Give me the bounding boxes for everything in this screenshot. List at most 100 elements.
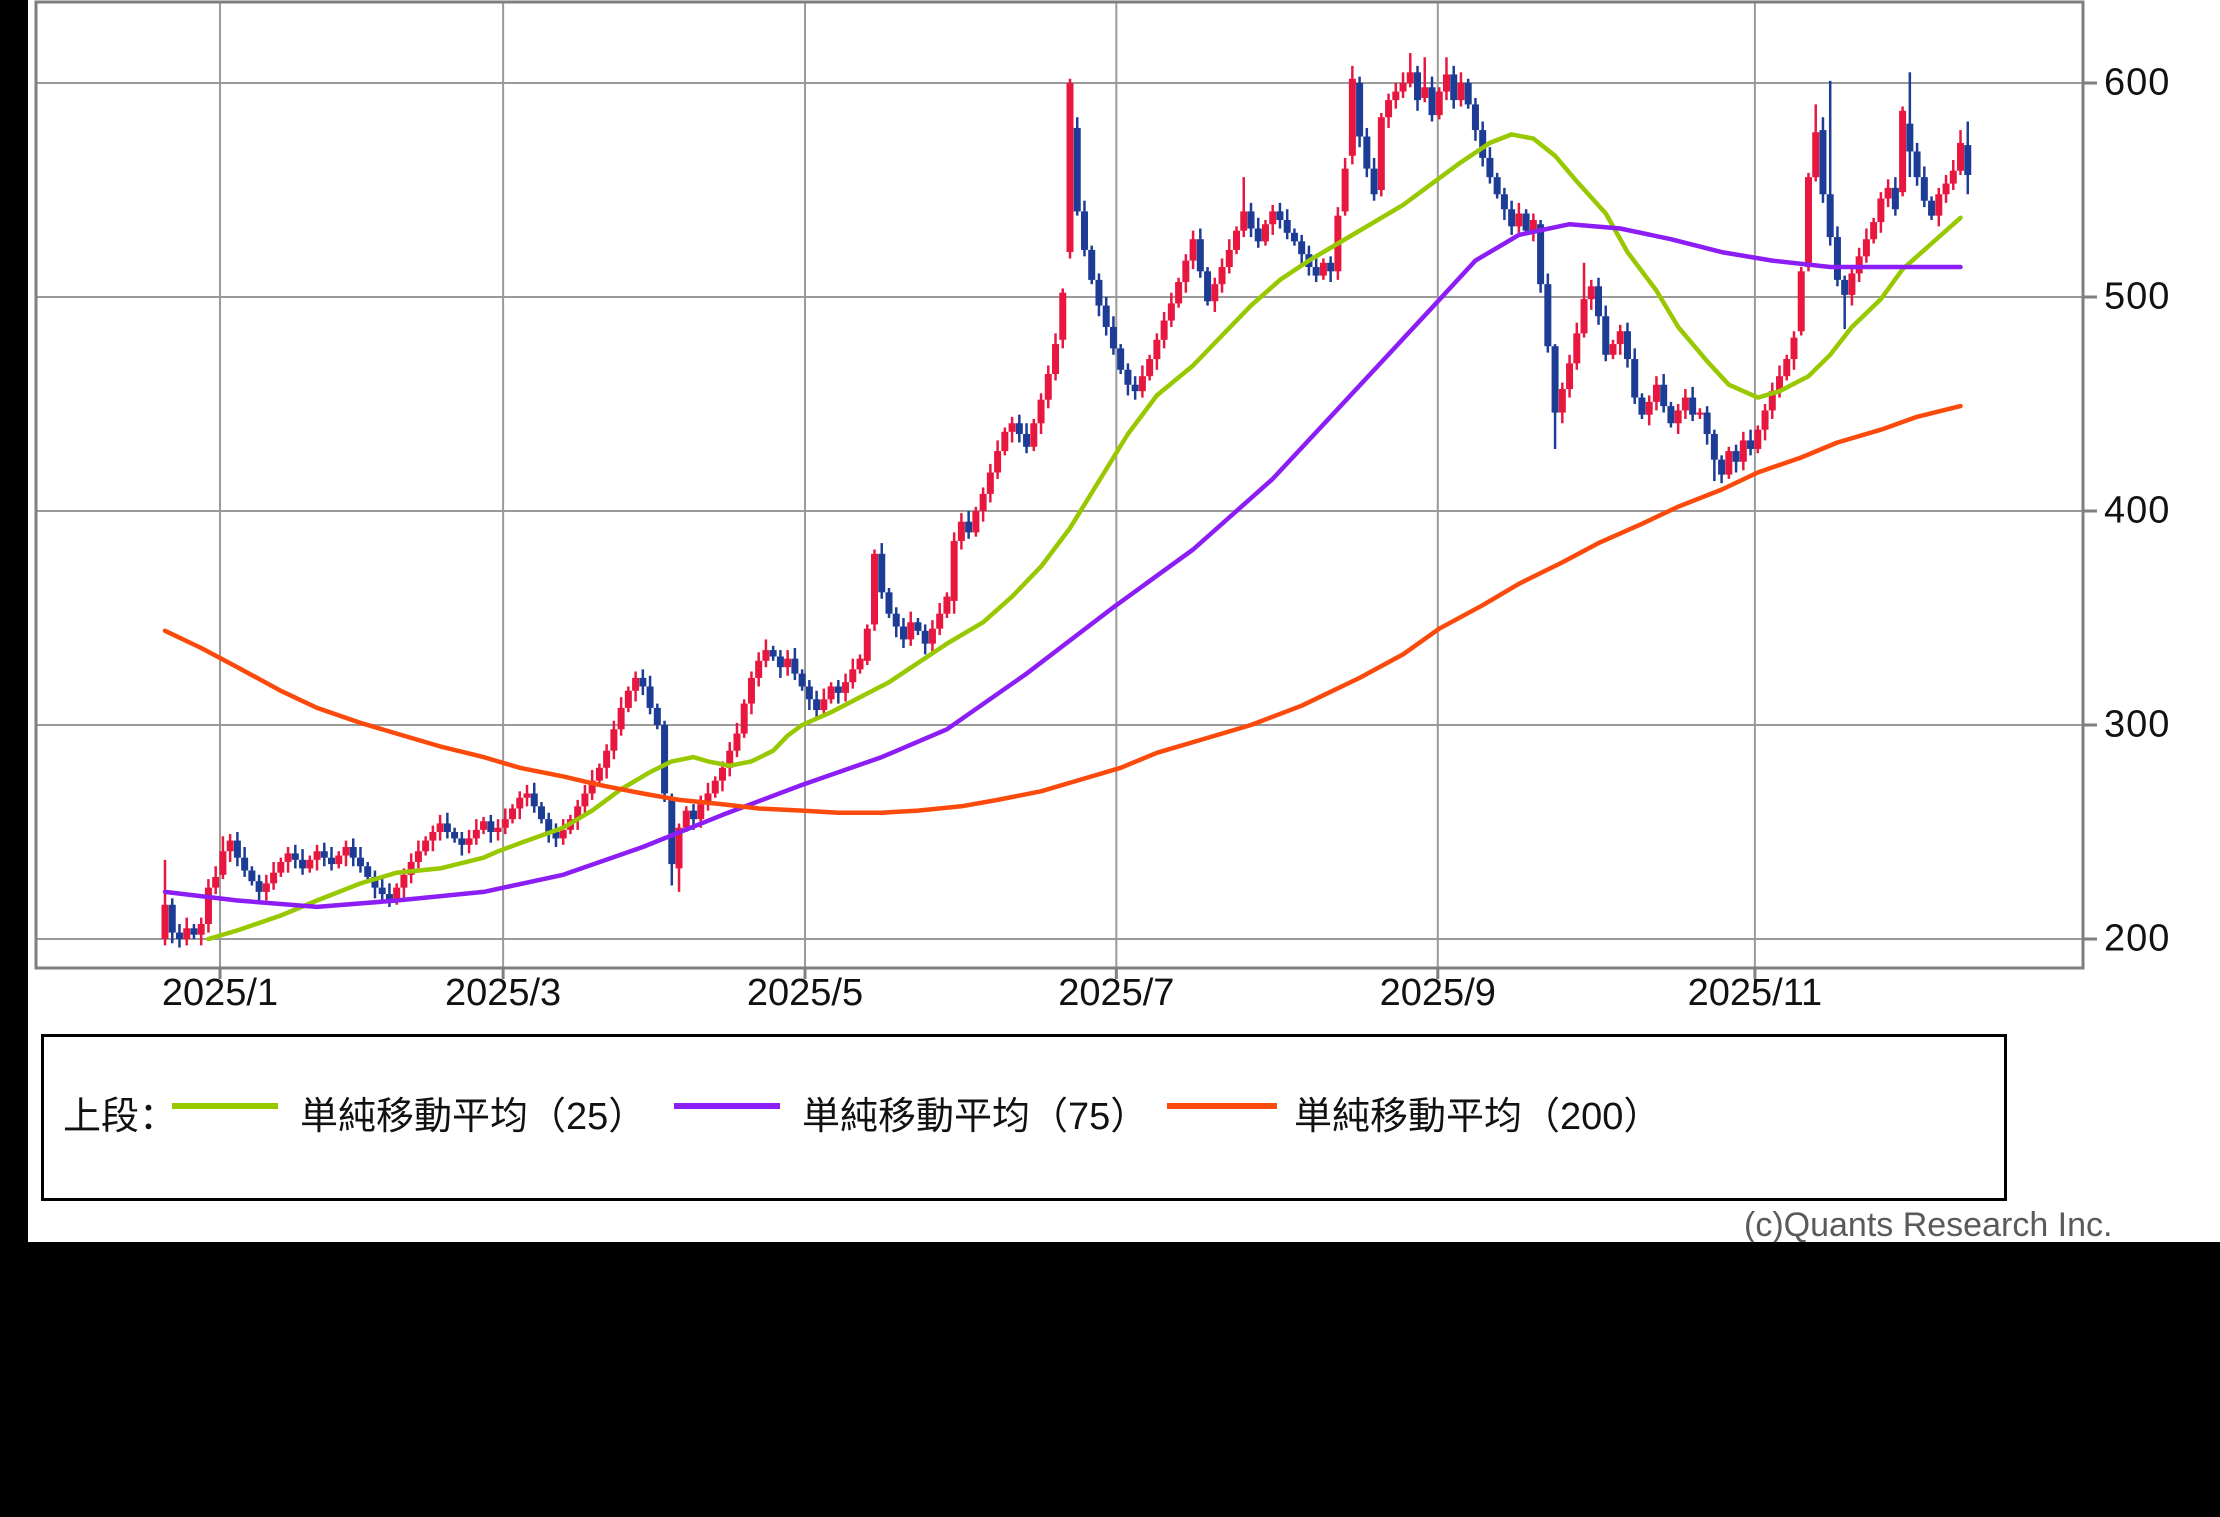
candle-body-down xyxy=(1290,232,1298,242)
candle-body-up xyxy=(726,750,734,768)
x-axis-label-2025-11: 2025/11 xyxy=(1687,972,1823,1014)
candle-body-down xyxy=(1015,423,1023,434)
candle-body-down xyxy=(1131,384,1139,392)
candle-body-up xyxy=(1348,78,1356,156)
candle-body-up xyxy=(472,829,480,839)
candle-body-down xyxy=(1703,412,1711,434)
candle-body-down xyxy=(639,677,647,687)
candle-body-up xyxy=(277,861,285,873)
candle-body-down xyxy=(668,797,676,865)
candle-body-down xyxy=(653,707,661,725)
candle-body-up xyxy=(1341,168,1349,212)
candle-body-up xyxy=(1160,320,1168,340)
candle-body-down xyxy=(899,626,907,640)
candle-body-down xyxy=(1414,72,1422,101)
candle-body-down xyxy=(451,832,459,839)
candle-body-up xyxy=(1030,423,1038,447)
candle-body-up xyxy=(718,767,726,781)
candle-body-down xyxy=(1964,145,1972,176)
candle-body-up xyxy=(950,540,958,601)
candle-body-up xyxy=(1167,303,1175,321)
candle-body-up xyxy=(306,859,314,869)
candle-body-up xyxy=(1138,376,1146,392)
candle-body-down xyxy=(1689,397,1697,415)
candle-body-up xyxy=(979,493,987,511)
candle-body-up xyxy=(429,832,437,841)
candle-body-up xyxy=(1783,359,1791,377)
sma25-line-swatch xyxy=(172,1103,278,1109)
candle-body-up xyxy=(682,810,690,828)
candle-body-up xyxy=(747,677,755,704)
candle-body-up xyxy=(1066,83,1074,253)
candle-body-down xyxy=(892,613,900,627)
candle-body-up xyxy=(1211,284,1219,302)
candle-body-up xyxy=(574,806,582,820)
candle-body-up xyxy=(871,553,879,625)
candle-body-up xyxy=(856,658,864,670)
candle-body-down xyxy=(1493,177,1501,195)
candle-body-up xyxy=(936,613,944,629)
candle-body-down xyxy=(769,650,777,657)
candle-body-down xyxy=(1312,267,1320,276)
candle-body-down xyxy=(175,932,183,939)
x-axis-label-2025-7: 2025/7 xyxy=(1058,972,1175,1014)
candle-body-up xyxy=(1001,431,1009,452)
candle-body-up xyxy=(1674,410,1682,424)
candle-body-up xyxy=(1797,271,1805,332)
legend-item-sma25: 単純移動平均（25） xyxy=(300,1096,647,1138)
candle-body-down xyxy=(1327,262,1335,272)
candle-body-up xyxy=(1877,198,1885,223)
candle-body-up xyxy=(1942,183,1950,195)
sma75-line xyxy=(162,221,1963,910)
candle-body-down xyxy=(1913,151,1921,178)
candle-body-down xyxy=(1826,194,1834,238)
candle-body-up xyxy=(603,750,611,768)
candle-body-up xyxy=(1261,224,1269,242)
candle-body-up xyxy=(1442,74,1450,92)
candle-body-down xyxy=(1102,305,1110,327)
candle-body-up xyxy=(1935,194,1943,216)
candle-body-up xyxy=(1645,401,1653,415)
candle-body-up xyxy=(1848,273,1856,295)
candle-body-up xyxy=(1776,376,1784,392)
candle-body-up xyxy=(523,793,531,798)
y-axis-label-200: 200 xyxy=(2104,917,2171,960)
candle-body-up xyxy=(1870,222,1878,240)
candle-body-up xyxy=(1949,170,1957,184)
candle-body-down xyxy=(1718,459,1726,475)
candle-body-up xyxy=(393,887,401,901)
candle-body-up xyxy=(1385,100,1393,118)
candle-body-down xyxy=(378,887,386,895)
candle-body-up xyxy=(1008,423,1016,432)
candle-body-up xyxy=(588,780,596,794)
candle-body-down xyxy=(1276,211,1284,220)
candle-body-down xyxy=(1537,224,1545,285)
candle-body-up xyxy=(494,827,502,832)
candle-body-up xyxy=(784,658,792,668)
candle-body-up xyxy=(1696,412,1704,415)
candle-body-down xyxy=(1471,104,1479,131)
candle-body-up xyxy=(219,851,227,875)
candle-body-up xyxy=(820,699,828,711)
candle-body-up xyxy=(1269,211,1277,225)
candle-body-up xyxy=(1580,299,1588,334)
x-axis-label-2025-9: 2025/9 xyxy=(1379,972,1496,1014)
candle-body-down xyxy=(1522,213,1530,231)
candle-body-up xyxy=(1862,239,1870,257)
candle-body-up xyxy=(1377,117,1385,190)
y-axis-label-300: 300 xyxy=(2104,703,2171,746)
candle-body-down xyxy=(1073,127,1081,212)
candle-body-up xyxy=(907,622,915,640)
candle-body-down xyxy=(1095,279,1103,306)
candle-body-down xyxy=(1298,241,1306,255)
candle-body-up xyxy=(407,861,415,875)
candle-body-down xyxy=(661,725,669,794)
candle-body-down xyxy=(1833,237,1841,280)
candle-body-down xyxy=(1124,369,1132,385)
candle-body-up xyxy=(501,819,509,828)
candle-body-down xyxy=(1500,194,1508,210)
candle-body-up xyxy=(226,840,234,852)
candle-body-up xyxy=(1435,91,1443,116)
candle-body-down xyxy=(646,686,654,708)
